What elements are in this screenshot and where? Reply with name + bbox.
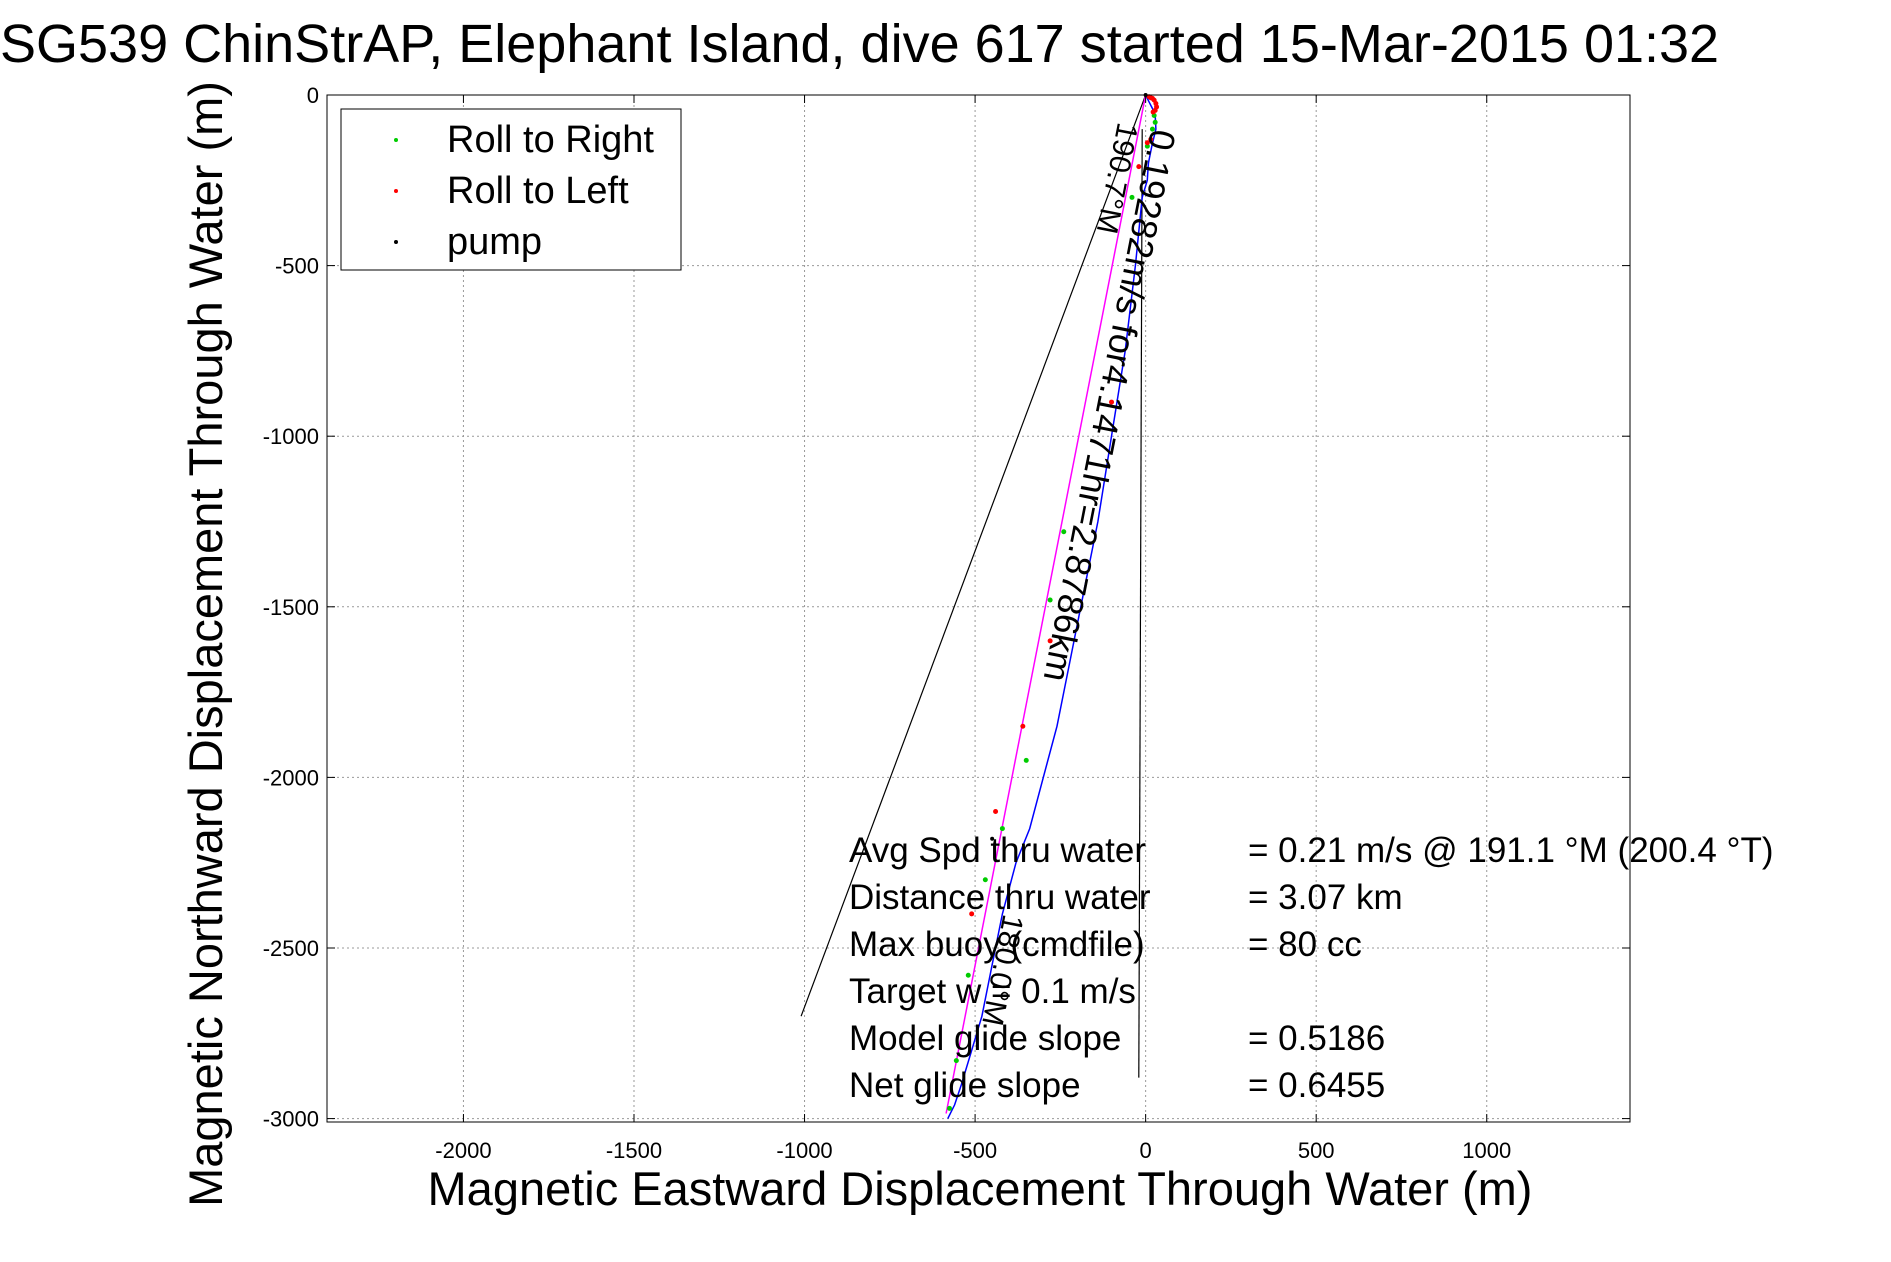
stat-value: = 80 cc [1248, 925, 1362, 964]
y-tick-label: -2500 [263, 936, 319, 961]
legend-label: Roll to Left [447, 170, 629, 212]
stat-name: Model glide slope [849, 1019, 1121, 1058]
fit-line [945, 94, 1147, 1114]
y-tick-label: -1000 [263, 424, 319, 449]
roll-right-point [953, 1058, 959, 1064]
roll-left-point [1148, 136, 1154, 142]
stat-name: Avg Spd thru water [849, 831, 1146, 870]
y-tick-label: -3000 [263, 1107, 319, 1132]
x-tick-label: -500 [953, 1138, 997, 1163]
ticks: -2000 -1500 -1000 -500 0 500 1000 0 -500 -1000 -15… [263, 83, 1630, 1163]
roll-right-point [1061, 529, 1067, 535]
x-tick-label: 0 [1140, 1138, 1152, 1163]
plot-frame [326, 94, 1631, 1123]
stat-value: = 3.07 km [1248, 878, 1403, 917]
drift-line [1138, 129, 1143, 1078]
stat-value: = 0.21 m/s @ 191.1 °M (200.4 °T) [1248, 831, 1774, 870]
legend-marker [394, 189, 398, 193]
roll-left-point [1109, 399, 1115, 405]
x-tick-label: 1000 [1462, 1138, 1511, 1163]
legend: Roll to Right Roll to Left pump [340, 108, 682, 271]
series [800, 93, 1160, 1119]
roll-left-point [969, 911, 975, 917]
y-tick-label: -500 [275, 254, 319, 279]
x-tick-label: -2000 [435, 1138, 491, 1163]
stat-name: Net glide slope [849, 1066, 1081, 1105]
x-tick-label: 500 [1298, 1138, 1335, 1163]
y-tick-label: -1500 [263, 595, 319, 620]
roll-right-point [947, 1105, 953, 1111]
roll-left-point [993, 809, 999, 815]
y-axis-label: Magnetic Northward Displacement Through … [179, 81, 232, 1207]
track-line [947, 94, 1157, 1119]
roll-right-point [982, 877, 988, 883]
x-axis-label: Magnetic Eastward Displacement Through W… [428, 1162, 1533, 1215]
roll-left-point [1047, 638, 1053, 644]
roll-right-point [1149, 126, 1155, 132]
stat-value: = 0.5186 [1248, 1019, 1385, 1058]
legend-box [340, 108, 682, 271]
y-tick-label: -2000 [263, 765, 319, 790]
pump-point [990, 836, 995, 841]
stat-name: Max buoy (cmdfile) [849, 925, 1145, 964]
y-tick-label: 0 [307, 83, 319, 108]
x-tick-label: -1500 [606, 1138, 662, 1163]
roll-right-point [965, 972, 971, 978]
stat-name: Target w = 0.1 m/s [849, 972, 1136, 1011]
roll-right-point [1152, 119, 1158, 125]
x-tick-label: -1000 [776, 1138, 832, 1163]
roll-left-point [1150, 109, 1156, 115]
roll-left-point [1136, 164, 1142, 170]
legend-label: pump [447, 221, 542, 263]
legend-label: Roll to Right [447, 119, 654, 161]
roll-right-point [999, 826, 1005, 832]
current-vector-line [800, 94, 1147, 1017]
roll-right-point [1047, 597, 1053, 603]
legend-marker [394, 240, 398, 244]
roll-right-point [1023, 757, 1029, 763]
legend-marker [394, 138, 398, 142]
stat-name: Distance thru water [849, 878, 1151, 917]
roll-left-point [1020, 723, 1026, 729]
chart-title: SG539 ChinStrAP, Elephant Island, dive 6… [0, 14, 1719, 74]
roll-left-point [1144, 140, 1150, 146]
stats-block: Avg Spd thru water = 0.21 m/s @ 191.1 °M … [849, 831, 1774, 1105]
stat-value: = 0.6455 [1248, 1066, 1385, 1105]
roll-right-point [1129, 194, 1135, 200]
